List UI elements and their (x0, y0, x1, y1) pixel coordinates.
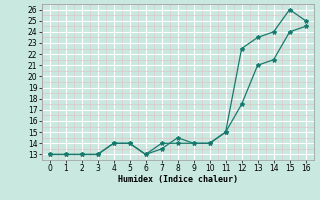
X-axis label: Humidex (Indice chaleur): Humidex (Indice chaleur) (118, 175, 237, 184)
